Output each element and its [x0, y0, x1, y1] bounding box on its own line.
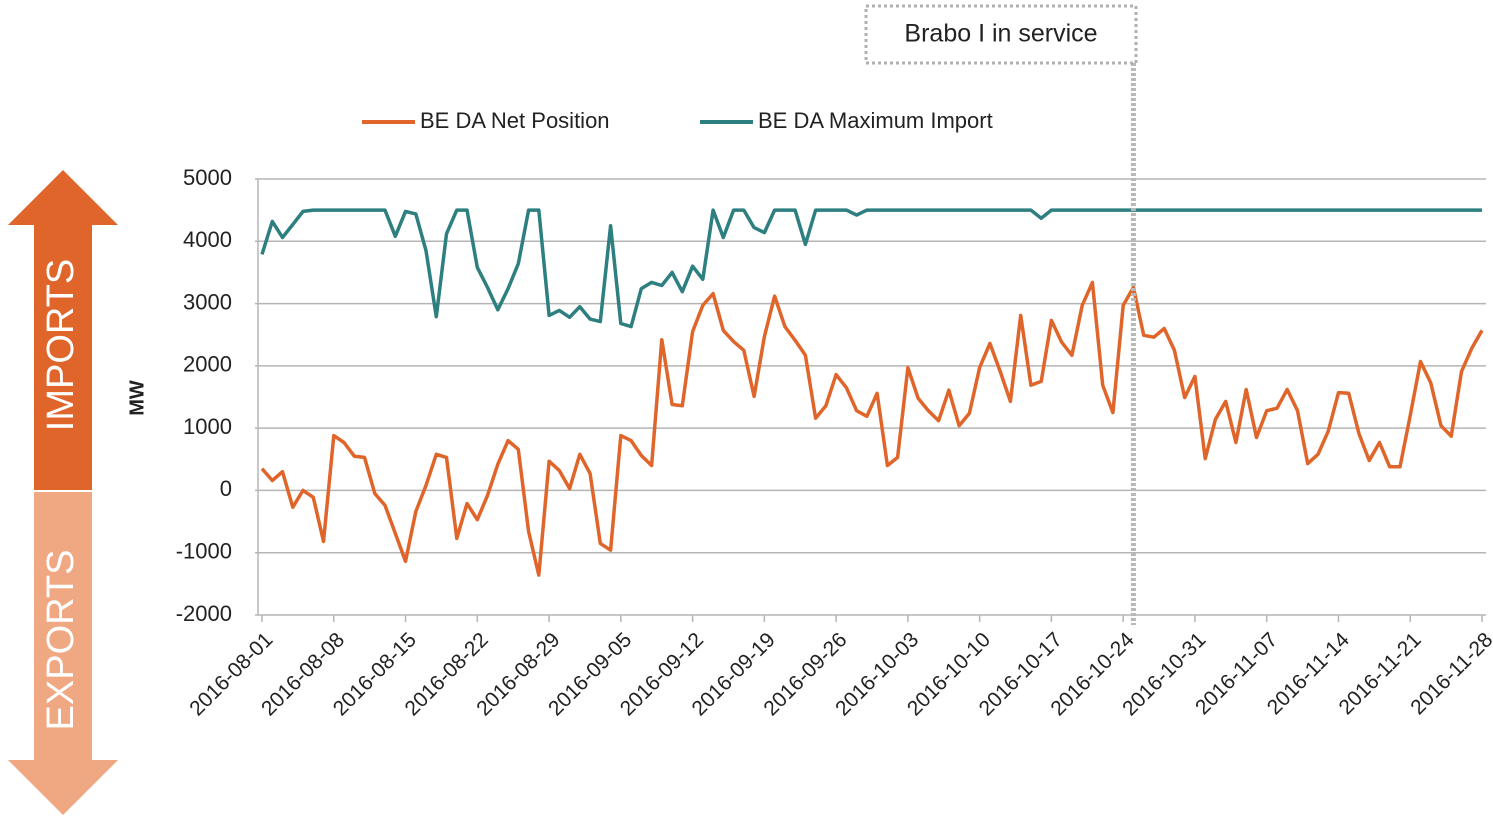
series-line [260, 208, 1482, 329]
legend-label: BE DA Maximum Import [758, 108, 993, 133]
y-tick-label: -2000 [176, 601, 232, 626]
y-tick-label: 5000 [183, 165, 232, 190]
y-tick-label: 1000 [183, 414, 232, 439]
imports-arrow [8, 170, 118, 490]
y-tick-label: 3000 [183, 289, 232, 314]
y-axis-label: MW [126, 380, 148, 416]
legend-label: BE DA Net Position [420, 108, 610, 133]
exports-label: EXPORTS [40, 550, 82, 731]
series-line [260, 280, 1484, 577]
y-tick-label: 0 [220, 476, 232, 501]
annotation-text: Brabo I in service [904, 20, 1097, 48]
annotation-box [864, 4, 1138, 65]
exports-arrow [8, 492, 118, 815]
y-tick-label: -1000 [176, 539, 232, 564]
y-tick-label: 4000 [183, 227, 232, 252]
imports-label: IMPORTS [40, 259, 82, 431]
y-tick-label: 2000 [183, 352, 232, 377]
